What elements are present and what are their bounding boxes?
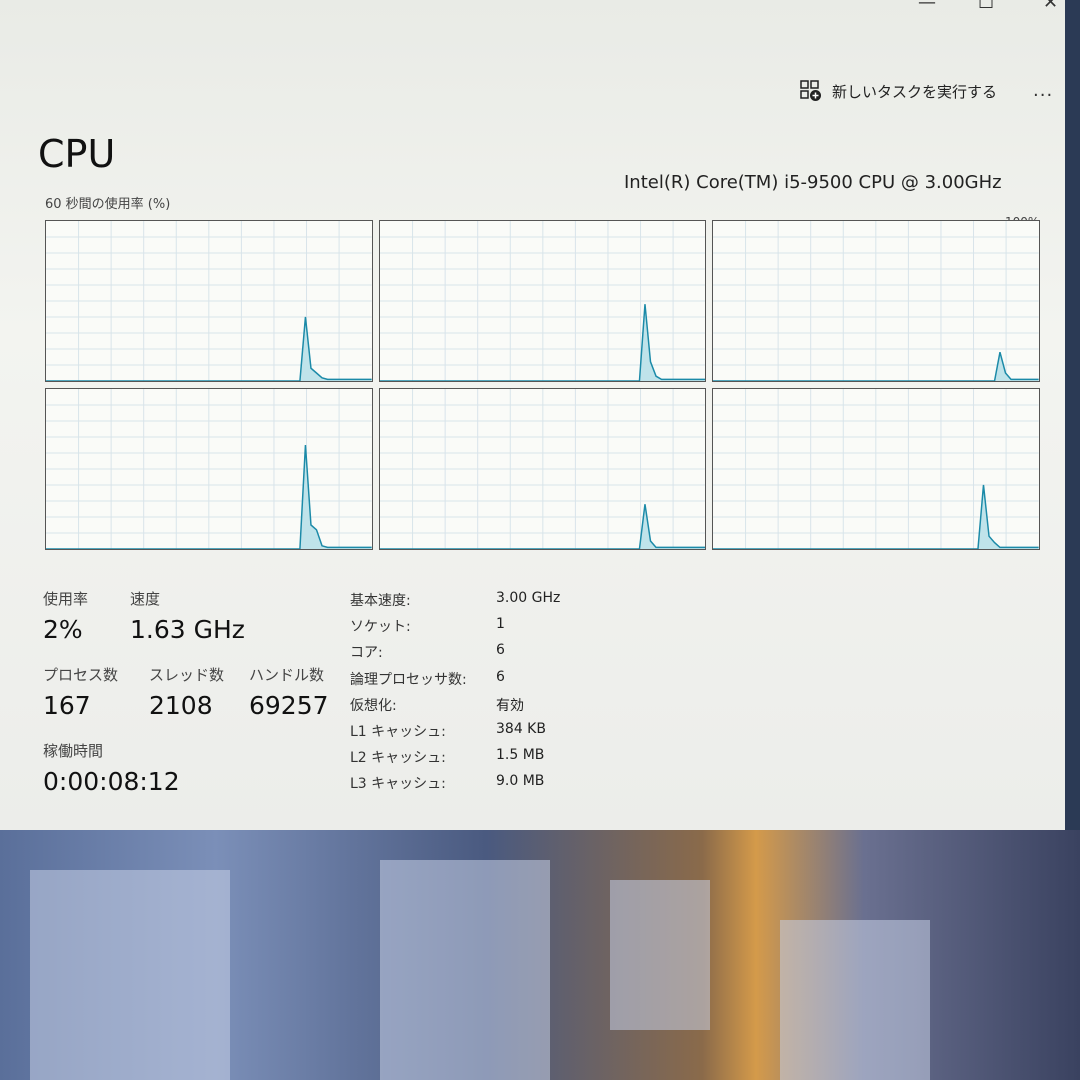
detail-label: L1 キャッシュ: <box>350 724 446 740</box>
usage-area <box>713 352 1039 381</box>
detail-value: 1 <box>496 616 505 633</box>
run-new-task-label: 新しいタスクを実行する <box>832 82 998 101</box>
detail-value: 6 <box>496 668 505 685</box>
usage-line <box>379 304 706 381</box>
core-graph-6 <box>712 388 1040 550</box>
usage-line <box>46 316 372 381</box>
uptime-value: 0:00:08:12 <box>43 767 180 796</box>
usage-line <box>713 484 1039 549</box>
handles-value: 69257 <box>249 691 329 720</box>
usage-value: 2% <box>43 615 83 644</box>
new-task-icon <box>800 80 821 101</box>
usage-area <box>46 445 372 549</box>
graph-axis-label: 60 秒間の使用率 (%) <box>45 197 171 212</box>
maximize-button[interactable]: ☐ <box>978 0 995 13</box>
core-graph-2 <box>378 220 707 382</box>
core-graphs <box>45 220 1040 550</box>
detail-label: L2 キャッシュ: <box>350 750 446 767</box>
detail-label: 基本速度: <box>350 593 411 609</box>
page-title: CPU <box>38 132 116 176</box>
detail-label: 論理プロセッサ数: <box>350 671 467 688</box>
usage-area <box>46 317 372 381</box>
detail-value: 有効 <box>496 697 524 714</box>
processes-value: 167 <box>43 691 91 720</box>
close-button[interactable]: ✕ <box>1043 0 1059 13</box>
run-new-task-button[interactable]: 新しいタスクを実行する <box>800 80 997 102</box>
threads-label: スレッド数 <box>149 666 225 684</box>
detail-label: ソケット: <box>350 619 411 636</box>
speed-value: 1.63 GHz <box>130 615 245 644</box>
core-graph-4 <box>45 388 373 550</box>
detail-value: 9.0 MB <box>496 773 545 790</box>
threads-value: 2108 <box>149 691 213 720</box>
detail-label: 仮想化: <box>350 697 397 714</box>
task-manager-window: — ☐ ✕ 新しいタスクを実行する ... CPU Intel(R) Core(… <box>0 0 1065 830</box>
cpu-model: Intel(R) Core(TM) i5-9500 CPU @ 3.00GHz <box>624 172 1002 193</box>
minimize-button[interactable]: — <box>918 0 936 13</box>
desktop-wallpaper <box>0 830 1080 1080</box>
detail-label: L3 キャッシュ: <box>350 776 446 793</box>
processes-label: プロセス数 <box>43 666 119 684</box>
uptime-label: 稼働時間 <box>43 742 104 760</box>
detail-label: コア: <box>350 645 383 662</box>
detail-value: 3.00 GHz <box>496 590 561 606</box>
detail-value: 6 <box>496 642 505 659</box>
speed-label: 速度 <box>130 590 161 608</box>
usage-line <box>379 504 706 549</box>
handles-label: ハンドル数 <box>249 666 325 684</box>
core-graph-1 <box>45 220 373 382</box>
more-options-button[interactable]: ... <box>1033 80 1054 101</box>
detail-value: 1.5 MB <box>496 747 545 764</box>
usage-label: 使用率 <box>43 590 89 608</box>
detail-value: 384 KB <box>496 721 546 737</box>
core-graph-5 <box>378 388 707 550</box>
core-graph-3 <box>712 220 1040 382</box>
usage-line <box>46 444 372 549</box>
